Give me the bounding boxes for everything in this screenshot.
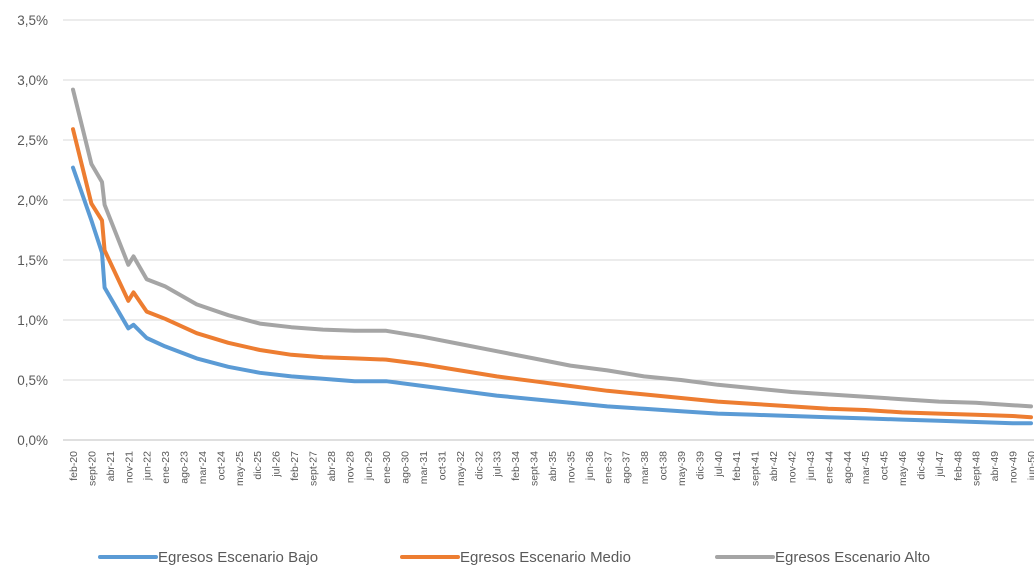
series-line-1 xyxy=(71,165,1033,426)
legend-item-alto: Egresos Escenario Alto xyxy=(715,544,930,570)
x-tick-label: may-39 xyxy=(676,451,688,486)
x-tick-label: dic-32 xyxy=(473,451,485,480)
x-tick-label: sept-48 xyxy=(971,451,983,486)
x-tick-label: jul-26 xyxy=(271,451,283,478)
legend-swatch-bajo xyxy=(98,555,158,559)
x-tick-label: ene-44 xyxy=(823,451,835,484)
x-tick-label: dic-39 xyxy=(694,451,706,480)
y-tick-label: 0,0% xyxy=(17,433,48,448)
x-tick-label: jun-29 xyxy=(363,451,375,481)
y-tick-label: 3,0% xyxy=(17,73,48,88)
y-tick-label: 3,5% xyxy=(17,13,48,28)
x-tick-label: feb-27 xyxy=(289,451,301,481)
x-tick-label: jul-40 xyxy=(713,451,725,478)
y-tick-label: 0,5% xyxy=(17,373,48,388)
x-tick-label: abr-49 xyxy=(989,451,1001,482)
x-tick-label: may-32 xyxy=(455,451,467,486)
x-tick-label: feb-41 xyxy=(731,451,743,481)
x-tick-label: feb-48 xyxy=(952,451,964,481)
x-tick-label: sept-34 xyxy=(529,451,541,486)
x-tick-label: jul-47 xyxy=(934,451,946,478)
legend-swatch-medio xyxy=(400,555,460,559)
x-tick-label: ene-23 xyxy=(160,451,172,484)
x-tick-label: nov-21 xyxy=(123,451,135,483)
x-tick-label: sept-41 xyxy=(750,451,762,486)
x-tick-label: jun-22 xyxy=(142,451,154,481)
x-tick-label: nov-42 xyxy=(787,451,799,483)
x-tick-label: ago-44 xyxy=(842,451,854,484)
x-tick-label: jul-33 xyxy=(492,451,504,478)
x-tick-label: nov-49 xyxy=(1008,451,1020,483)
series-lines xyxy=(71,87,1033,426)
x-tick-label: nov-35 xyxy=(565,451,577,483)
x-tick-label: jun-36 xyxy=(584,451,596,481)
legend-item-medio: Egresos Escenario Medio xyxy=(400,544,631,570)
x-axis-tick-labels: feb-20 sept-20 abr-21 nov-21 jun-22 ene-23 ago… xyxy=(68,451,1034,486)
x-tick-label: feb-20 xyxy=(68,451,80,481)
legend-label-bajo: Egresos Escenario Bajo xyxy=(158,548,319,566)
series-line-3 xyxy=(71,87,1033,409)
x-tick-label: abr-35 xyxy=(547,451,559,482)
x-tick-label: abr-42 xyxy=(768,451,780,482)
x-tick-label: jun-43 xyxy=(805,451,817,481)
x-tick-label: oct-38 xyxy=(658,451,670,480)
y-tick-label: 2,5% xyxy=(17,133,48,148)
y-tick-label: 2,0% xyxy=(17,193,48,208)
legend-swatch-alto xyxy=(715,555,775,559)
y-axis-tick-labels: 0,0% 0,5% 1,0% 1,5% 2,0% 2,5% 3,0% 3,5% xyxy=(17,13,48,448)
x-tick-label: ene-30 xyxy=(381,451,393,484)
x-tick-label: may-46 xyxy=(897,451,909,486)
y-tick-label: 1,0% xyxy=(17,313,48,328)
x-tick-label: sept-20 xyxy=(86,451,98,486)
x-tick-label: oct-45 xyxy=(879,451,891,480)
x-tick-label: ago-30 xyxy=(400,451,412,484)
x-tick-label: nov-28 xyxy=(344,451,356,483)
x-tick-label: feb-34 xyxy=(510,451,522,481)
x-tick-label: oct-31 xyxy=(436,451,448,480)
y-tick-label: 1,5% xyxy=(17,253,48,268)
x-tick-label: abr-28 xyxy=(326,451,338,482)
x-tick-label: abr-21 xyxy=(105,451,117,482)
x-tick-label: oct-24 xyxy=(215,451,227,480)
x-tick-label: mar-38 xyxy=(639,451,651,484)
legend-label-medio: Egresos Escenario Medio xyxy=(460,548,631,566)
x-tick-label: ago-37 xyxy=(621,451,633,484)
x-tick-label: mar-45 xyxy=(860,451,872,484)
x-tick-label: sept-27 xyxy=(308,451,320,486)
x-tick-label: ene-37 xyxy=(602,451,614,484)
x-tick-label: ago-23 xyxy=(179,451,191,484)
grid-lines xyxy=(63,19,1034,441)
x-tick-label: dic-46 xyxy=(915,451,927,480)
x-tick-label: mar-31 xyxy=(418,451,430,484)
legend-item-bajo: Egresos Escenario Bajo xyxy=(98,544,318,570)
x-tick-label: dic-25 xyxy=(252,451,264,480)
x-tick-label: mar-24 xyxy=(197,451,209,484)
legend: Egresos Escenario Bajo Egresos Escenario… xyxy=(0,544,1034,570)
series-line-2 xyxy=(71,127,1033,420)
x-tick-label: jun-50 xyxy=(1026,451,1034,481)
x-tick-label: may-25 xyxy=(234,451,246,486)
legend-label-alto: Egresos Escenario Alto xyxy=(775,548,931,566)
